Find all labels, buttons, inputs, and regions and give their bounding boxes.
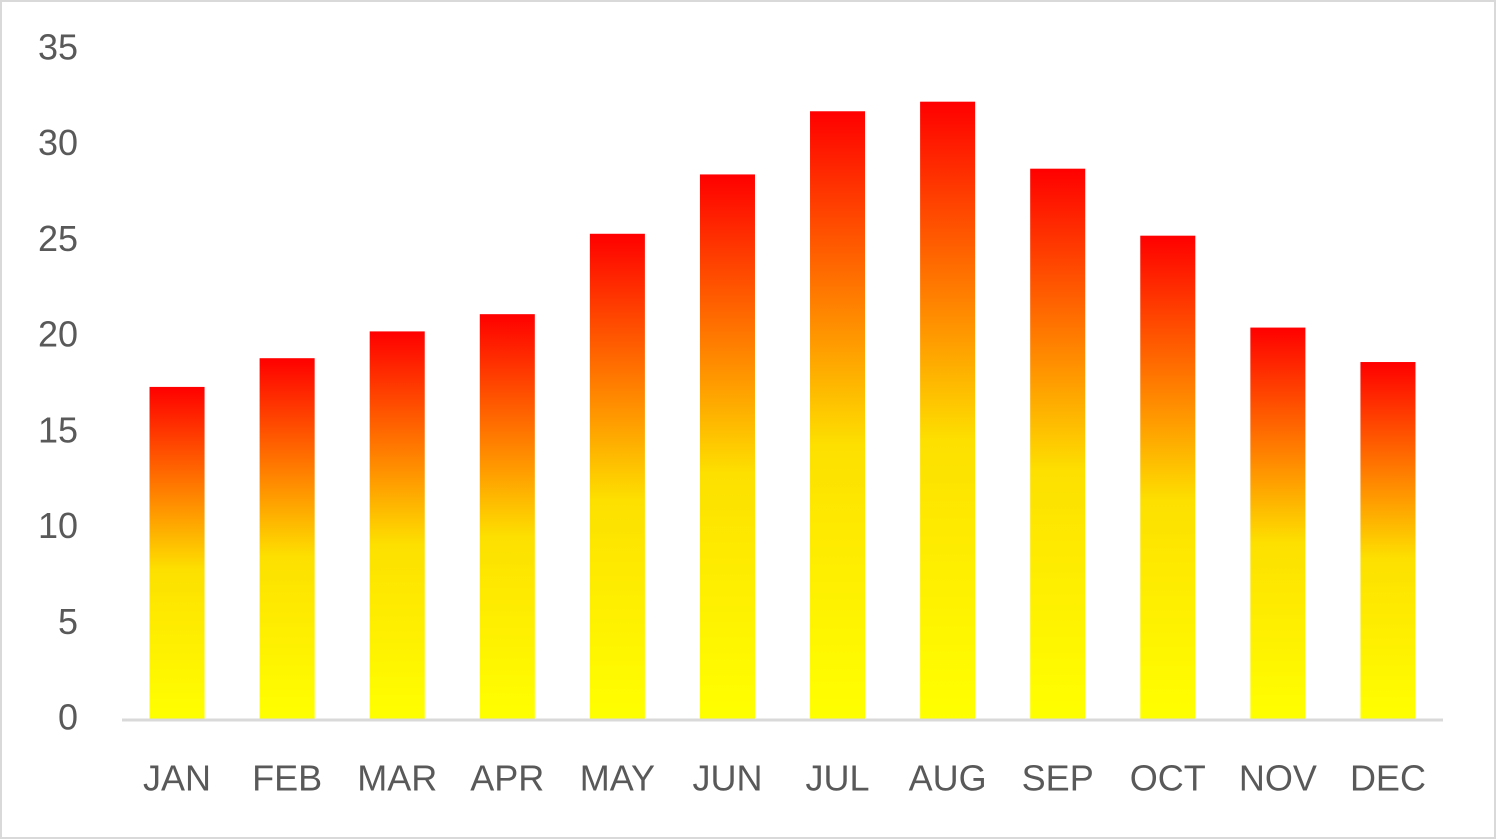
y-tick-label: 5 — [58, 601, 78, 642]
bar — [259, 358, 315, 720]
y-tick-label: 20 — [38, 314, 78, 355]
x-tick-label: AUG — [909, 758, 987, 799]
y-tick-label: 35 — [38, 27, 78, 68]
x-tick-label: NOV — [1239, 758, 1317, 799]
y-tick-label: 30 — [38, 122, 78, 163]
bar — [1250, 327, 1306, 720]
x-tick-label: JUN — [692, 758, 762, 799]
x-tick-label: FEB — [252, 758, 322, 799]
x-tick-label: JUL — [806, 758, 870, 799]
bar — [149, 386, 205, 720]
bar — [589, 233, 645, 720]
bar — [1030, 168, 1086, 720]
bar — [810, 111, 866, 720]
x-tick-label: MAR — [357, 758, 437, 799]
bar — [1360, 362, 1416, 720]
y-tick-label: 10 — [38, 505, 78, 546]
x-tick-label: MAY — [580, 758, 655, 799]
bar — [699, 174, 755, 720]
bar — [1140, 235, 1196, 720]
bar — [920, 101, 976, 720]
x-tick-label: APR — [470, 758, 544, 799]
x-tick-label: DEC — [1350, 758, 1426, 799]
bar — [479, 314, 535, 720]
x-tick-label: JAN — [143, 758, 211, 799]
y-tick-label: 15 — [38, 409, 78, 450]
bar — [369, 331, 425, 720]
y-tick-label: 25 — [38, 218, 78, 259]
x-tick-label: SEP — [1022, 758, 1094, 799]
x-tick-label: OCT — [1130, 758, 1206, 799]
y-tick-label: 0 — [58, 697, 78, 738]
